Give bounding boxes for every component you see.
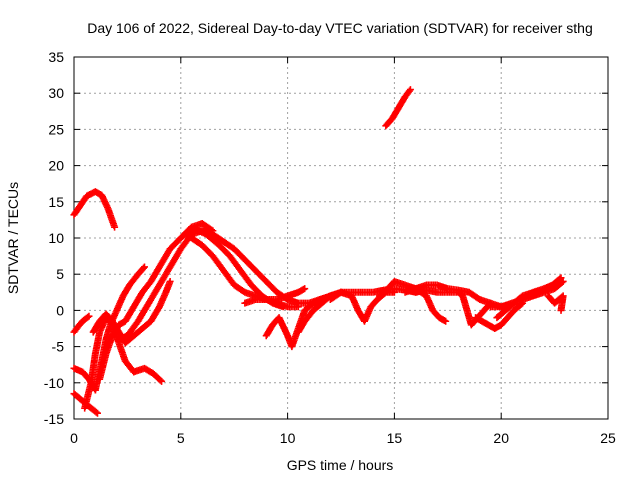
- data-point: [406, 86, 414, 94]
- x-tick-label: 5: [177, 430, 185, 446]
- y-tick-label: 0: [56, 302, 64, 318]
- data-point: [93, 409, 101, 417]
- series-arc-2: [70, 312, 93, 336]
- x-tick-label: 0: [70, 430, 78, 446]
- data-point: [405, 87, 413, 95]
- data-point: [301, 285, 309, 293]
- series-arc-1: [70, 188, 119, 231]
- data-point: [556, 275, 564, 283]
- data-point: [84, 313, 92, 321]
- series-arc-20: [472, 299, 527, 332]
- y-tick-label: -10: [44, 375, 64, 391]
- data-point: [442, 317, 450, 325]
- y-tick-label: 25: [48, 121, 64, 137]
- y-tick-label: 20: [48, 158, 64, 174]
- data-point: [294, 303, 302, 311]
- x-tick-label: 20: [493, 430, 509, 446]
- data-point: [166, 277, 174, 285]
- y-tick-label: -5: [52, 339, 65, 355]
- x-axis-label: GPS time / hours: [287, 457, 394, 473]
- y-tick-label: 5: [56, 266, 64, 282]
- data-point: [279, 303, 287, 311]
- x-tick-label: 15: [387, 430, 403, 446]
- data-point: [557, 274, 565, 282]
- data-point: [390, 288, 398, 296]
- series-arc-23: [544, 292, 567, 314]
- data-point: [85, 312, 93, 320]
- data-point: [140, 263, 148, 271]
- x-tick-label: 25: [600, 430, 616, 446]
- y-tick-label: 10: [48, 230, 64, 246]
- data-point: [158, 377, 166, 385]
- series-arc-22: [493, 274, 565, 322]
- data-point: [111, 223, 119, 231]
- series-arc-19: [412, 286, 495, 329]
- series-arc-8: [96, 220, 217, 383]
- chart-title: Day 106 of 2022, Sidereal Day-to-day VTE…: [87, 20, 593, 36]
- data-series: [70, 86, 567, 417]
- y-tick-label: 35: [48, 49, 64, 65]
- y-axis-label: SDTVAR / TECUs: [5, 182, 21, 294]
- x-tick-label: 10: [280, 430, 296, 446]
- data-point: [92, 408, 100, 416]
- data-point: [557, 306, 565, 314]
- y-tick-label: 15: [48, 194, 64, 210]
- data-point: [139, 264, 147, 272]
- y-tick-label: 30: [48, 85, 64, 101]
- y-tick-label: -15: [44, 411, 64, 427]
- series-arc-17: [382, 86, 414, 130]
- data-point: [156, 376, 164, 384]
- axis-ticks: 0 5 10 15 20 25 -15 -10 -5 0 5 10 15 20 25 30 35: [44, 49, 616, 446]
- series-arc-12: [241, 285, 309, 307]
